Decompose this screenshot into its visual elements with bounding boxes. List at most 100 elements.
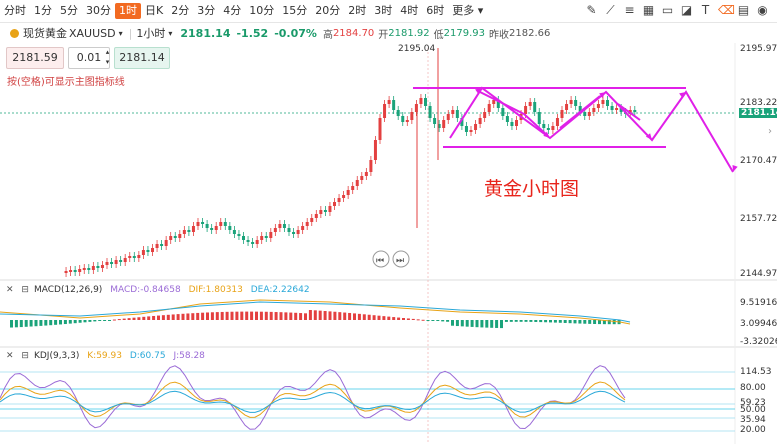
timeframe-13[interactable]: 3时 [374,4,393,17]
macd-bar [284,312,288,320]
macd-bar [304,313,307,320]
quantity-stepper[interactable]: ▴ ▾ [105,48,110,66]
settings-icon[interactable]: ⊟ [21,285,29,295]
candle-body [606,100,609,106]
candle-body [151,248,154,252]
trend-arrow [479,91,525,115]
gold-coin-icon [10,28,19,38]
next-icon [392,250,410,268]
symbol-name[interactable]: 现货黄金 [23,27,67,40]
macd-bar [549,320,552,323]
k-line [0,381,626,418]
macd-bar [73,320,77,324]
macd-bar [289,312,293,320]
trend-arrow [523,113,549,137]
macd-bar [504,320,508,322]
price-axis-label: 2195.97 [740,44,777,54]
candle-body [569,100,573,104]
candle-body [592,108,596,112]
candle-body [201,222,205,224]
grid-icon[interactable]: ▦ [642,3,655,17]
price-axis-label: 2170.47 [740,156,777,166]
settings-icon[interactable]: ⊟ [21,351,29,361]
eye-icon[interactable]: ◉ [757,3,768,17]
rect-icon[interactable]: ▭ [661,3,674,17]
period-select[interactable]: 1小时 [136,27,166,40]
timeframe-5[interactable]: 日K [145,4,164,17]
candle-body [542,124,546,128]
timeframe-12[interactable]: 2时 [348,4,367,17]
candle-body [246,240,250,242]
layout-icon[interactable]: ▤ [737,3,750,17]
order-quantity-input[interactable]: 0.01 [68,47,110,69]
equal-icon[interactable]: ≡ [624,3,635,17]
timeframe-2[interactable]: 5分 [60,4,78,17]
buy-price-button[interactable]: 2181.14 [114,47,170,69]
macd-bar [602,320,606,325]
timeframe-11[interactable]: 20分 [315,4,341,17]
macd-bar [14,320,18,328]
macd-bar [598,320,601,325]
timeframe-6[interactable]: 2分 [171,4,190,17]
timeframe-10[interactable]: 15分 [282,4,308,17]
timeframe-8[interactable]: 4分 [223,4,242,17]
chevron-right-icon[interactable]: › [768,126,772,137]
timeframe-9[interactable]: 10分 [249,4,275,17]
chevron-down-icon[interactable]: ▾ [118,28,123,38]
text-icon[interactable]: T [701,3,710,17]
candle-body [91,266,95,270]
timeframe-15[interactable]: 6时 [426,4,445,17]
macd-bar [83,320,87,323]
macd-bar [132,317,136,320]
chevron-down-icon[interactable]: ▾ [168,28,173,38]
candle-body [123,258,127,262]
symbol-code[interactable]: XAUUSD [69,26,116,40]
timeframe-1[interactable]: 1分 [34,4,52,17]
prev-icon [372,250,390,268]
candle-body [328,206,332,212]
close-icon[interactable]: ✕ [6,351,14,361]
timeframe-3[interactable]: 30分 [86,4,111,17]
candle-body [451,110,455,114]
timeframe-16[interactable]: 更多 ▾ [452,4,484,17]
macd-bar [245,311,249,320]
macd-bar [509,320,513,322]
kdj-label: KDJ(9,3,3) [33,351,80,361]
macd-bar [362,314,366,320]
timeframe-0[interactable]: 分时 [4,4,26,17]
macd-bar [372,315,376,320]
candle-body [615,108,619,110]
candle-body [555,118,559,126]
timeframe-4[interactable]: 1时 [115,3,141,19]
arrow-head [645,133,652,140]
price-change: -1.52 [236,26,269,40]
k-value: K:59.93 [87,351,122,361]
sell-price-button[interactable]: 2181.59 [6,47,64,69]
timeframe-7[interactable]: 3分 [197,4,216,17]
macd-bar [568,320,572,324]
macd-bar [264,311,268,320]
macd-bar [186,313,190,320]
kdj-header: ✕ ⊟ KDJ(9,3,3) K:59.93 D:60.75 J:58.28 [6,351,210,361]
candle-body [119,260,123,262]
macd-bar [387,316,391,320]
close-icon[interactable]: ✕ [6,285,14,295]
next-icon: ⏭ [396,256,404,266]
macd-bar [206,312,209,320]
open-label: 开 [378,29,389,41]
macd-bar [475,320,479,328]
fill-icon[interactable]: ◪ [680,3,693,17]
eraser-icon[interactable]: ⌫ [718,3,735,17]
macd-bar [480,320,484,328]
candle-body [114,260,118,264]
macd-bar [377,315,381,320]
macd-bar [147,316,151,320]
kdj-axis-label: 59.23 [740,398,766,408]
macd-bar [607,320,611,325]
line-icon[interactable]: ⟋ [606,3,615,17]
timeframe-14[interactable]: 4时 [400,4,419,17]
candle-body [487,104,491,112]
macd-bar [240,311,244,320]
pencil-icon[interactable]: ✎ [586,3,597,17]
